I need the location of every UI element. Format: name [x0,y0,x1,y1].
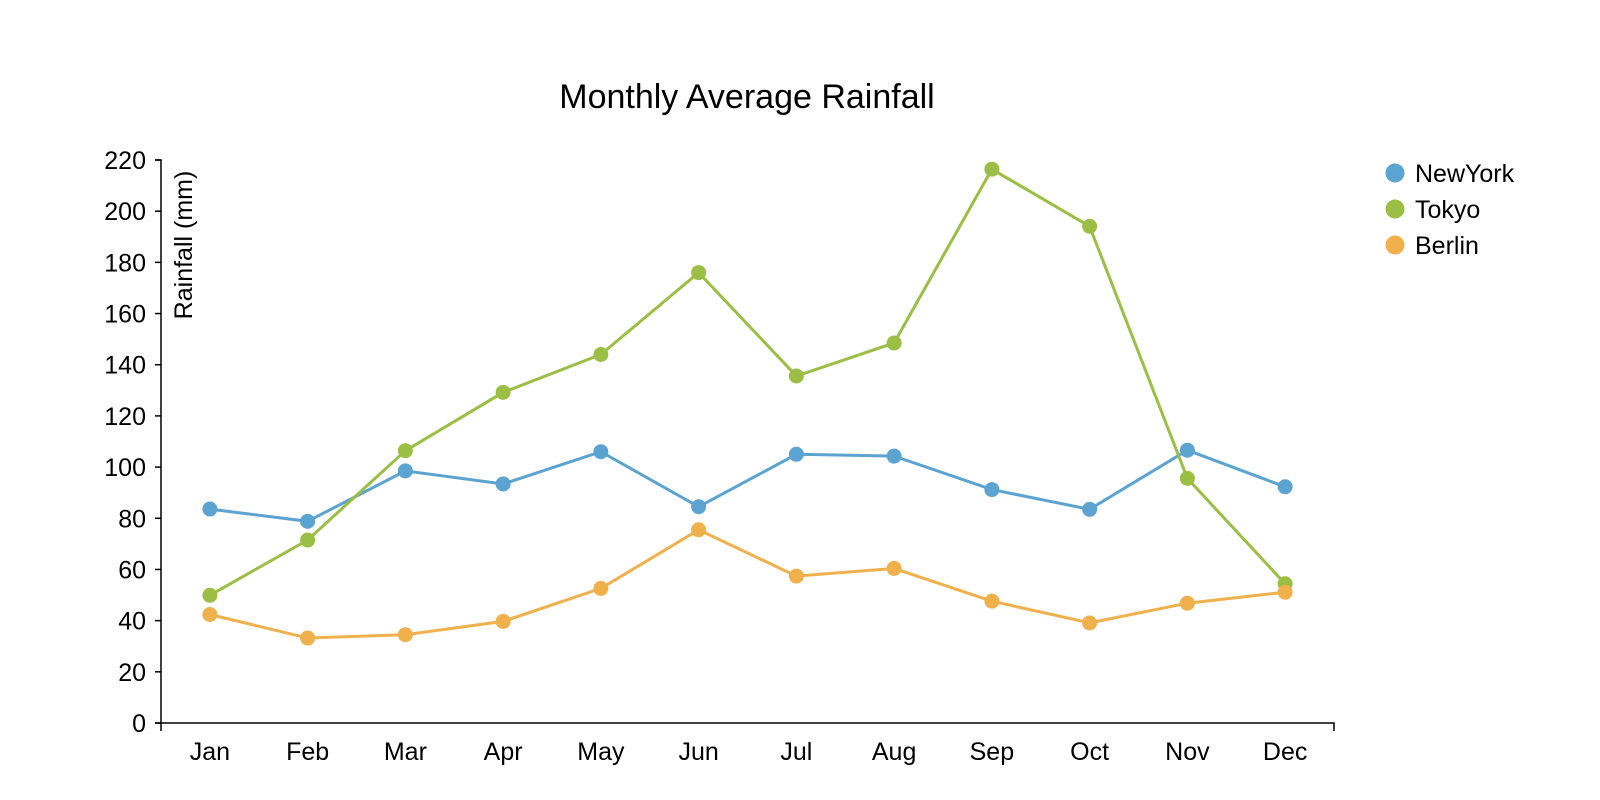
data-point-tokyo[interactable] [593,346,609,362]
data-point-newyork[interactable] [593,444,609,460]
chart-title: Monthly Average Rainfall [559,78,934,116]
series-newyork [202,442,1293,529]
data-point-tokyo[interactable] [1082,218,1098,234]
y-tick-label: 0 [132,710,146,738]
y-tick-label: 60 [118,556,146,584]
data-point-berlin[interactable] [495,613,511,629]
data-point-newyork[interactable] [886,448,902,464]
series-line-tokyo [209,167,1287,597]
x-tick-label: Sep [970,738,1014,766]
legend-marker [1385,235,1405,255]
legend-label: NewYork [1415,160,1515,188]
data-point-newyork[interactable] [1277,479,1293,495]
data-point-newyork[interactable] [300,513,316,529]
series-line-newyork [209,448,1286,523]
data-point-berlin[interactable] [593,580,609,596]
data-point-newyork[interactable] [691,499,707,515]
data-point-tokyo[interactable] [788,368,804,384]
y-tick-label: 200 [104,198,146,226]
data-point-berlin[interactable] [1277,584,1293,600]
y-axis-line [155,159,162,724]
legend-item-newyork[interactable]: NewYork [1385,160,1515,188]
x-axis-line [160,722,1335,731]
data-point-newyork[interactable] [495,476,511,492]
y-axis: 0 20 40 60 80 100 120 140 160 180 200 220 [104,147,162,738]
data-point-berlin[interactable] [397,627,413,643]
data-point-newyork[interactable] [397,463,413,479]
data-point-tokyo[interactable] [202,587,218,603]
x-tick-label: Aug [872,738,916,766]
series-group [202,161,1293,646]
series-tokyo [202,161,1293,603]
x-tick-label: Jul [780,738,812,766]
data-point-berlin[interactable] [300,630,316,646]
data-point-berlin[interactable] [984,593,1000,609]
legend-label: Tokyo [1415,196,1480,224]
legend-item-tokyo[interactable]: Tokyo [1385,196,1481,224]
y-tick-label: 160 [104,301,146,329]
y-tick-label: 20 [118,659,146,687]
data-point-berlin[interactable] [202,606,218,622]
data-point-tokyo[interactable] [1179,470,1195,486]
legend-label: Berlin [1415,232,1479,260]
data-point-berlin[interactable] [691,522,707,538]
data-point-newyork[interactable] [1082,501,1098,517]
y-tick-label: 140 [104,352,146,380]
x-tick-label: Feb [286,738,329,766]
y-tick-label: 100 [104,454,146,482]
data-point-tokyo[interactable] [397,443,413,459]
legend-marker [1385,199,1405,219]
series-berlin [202,522,1293,646]
y-tick-label: 80 [118,505,146,533]
series-line-berlin [209,528,1286,640]
y-tick-label: 220 [104,147,146,175]
data-point-berlin[interactable] [1082,615,1098,631]
y-tick-label: 40 [118,608,146,636]
data-point-newyork[interactable] [202,501,218,517]
data-point-tokyo[interactable] [984,161,1000,177]
data-point-tokyo[interactable] [691,265,707,281]
data-point-newyork[interactable] [788,446,804,462]
x-tick-label: Oct [1070,738,1109,766]
legend: NewYork Tokyo Berlin [1385,160,1515,260]
x-axis: Jan Feb Mar Apr May Jun Jul Aug Sep Oct Nov Dec [160,722,1335,766]
y-axis-label: Rainfall (mm) [170,171,198,320]
x-tick-label: Jun [678,738,718,766]
x-tick-label: Jan [190,738,230,766]
y-tick-label: 180 [104,249,146,277]
x-tick-label: Mar [384,738,427,766]
data-point-tokyo[interactable] [300,532,316,548]
x-tick-label: Dec [1263,738,1307,766]
legend-item-berlin[interactable]: Berlin [1385,232,1479,260]
x-tick-label: Nov [1165,738,1210,766]
legend-marker [1385,163,1405,183]
data-point-berlin[interactable] [1179,595,1195,611]
data-point-berlin[interactable] [886,560,902,576]
data-point-berlin[interactable] [788,568,804,584]
data-point-tokyo[interactable] [886,335,902,351]
y-tick-label: 120 [104,403,146,431]
x-tick-label: Apr [484,738,523,766]
data-point-newyork[interactable] [984,482,1000,498]
data-point-newyork[interactable] [1179,442,1195,458]
data-point-tokyo[interactable] [495,384,511,400]
x-tick-label: May [577,738,625,766]
